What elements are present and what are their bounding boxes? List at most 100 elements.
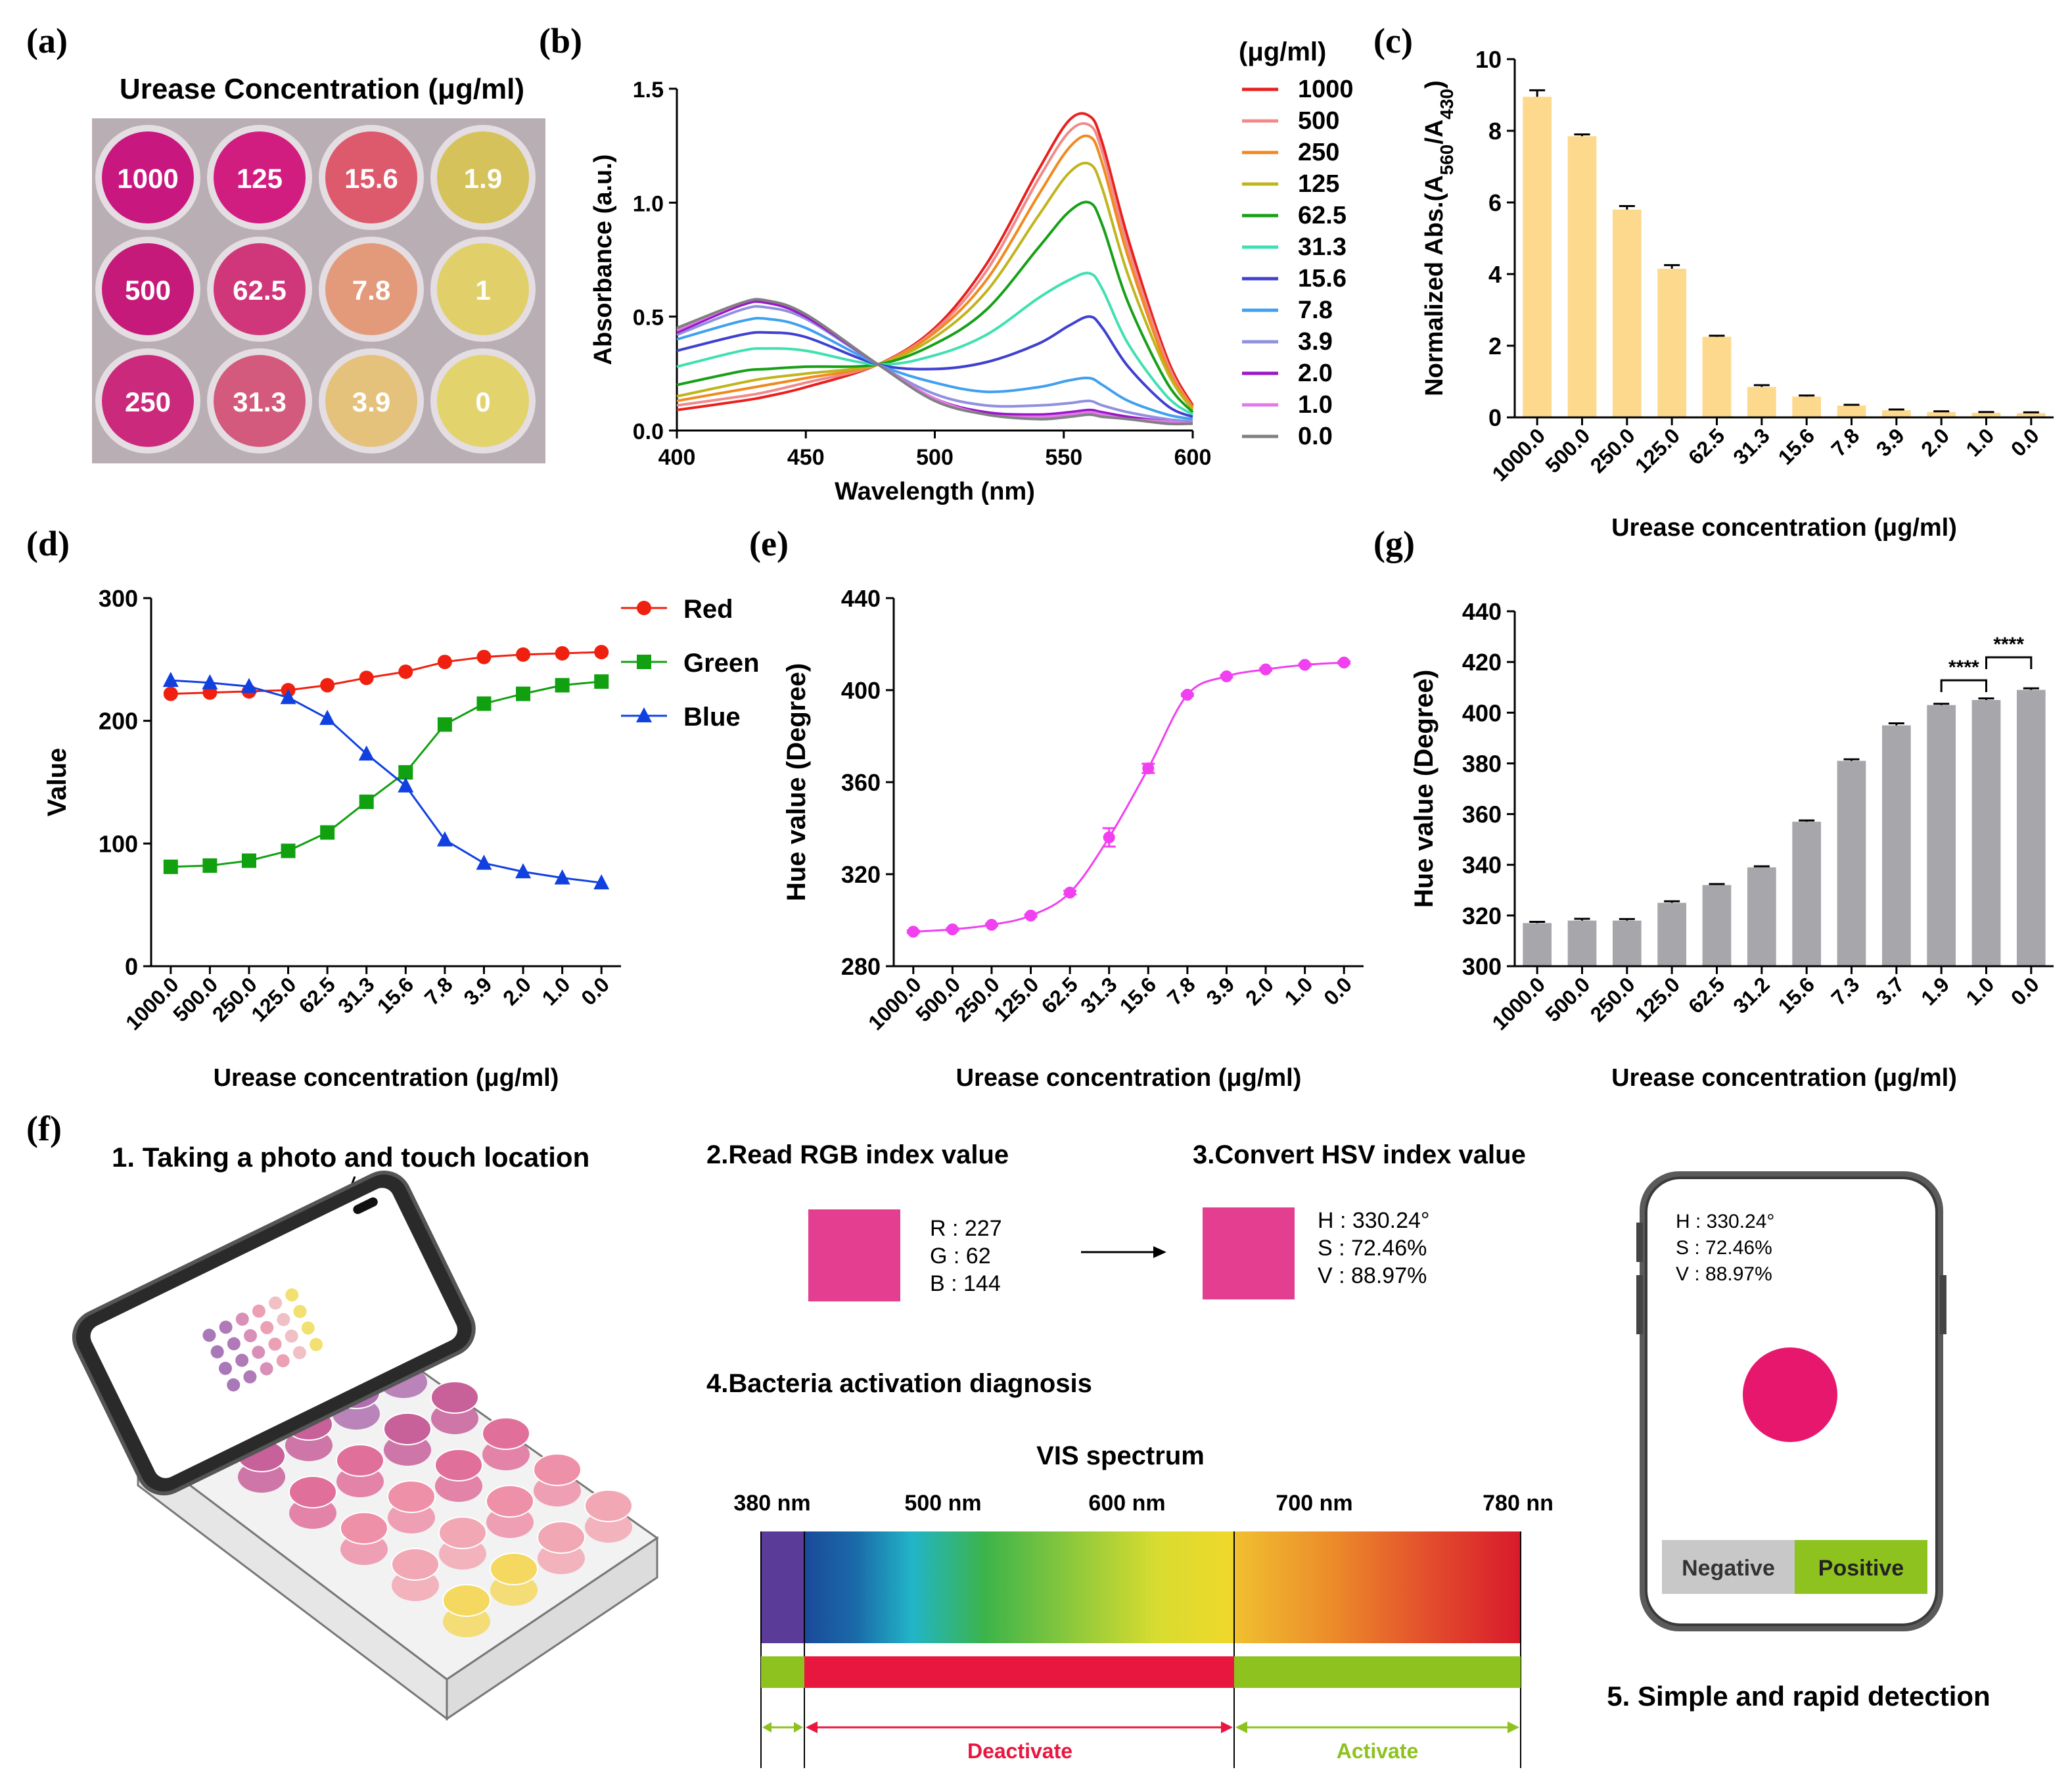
plate-well-top — [336, 1444, 384, 1477]
bar — [2016, 413, 2046, 417]
marker-red — [398, 665, 413, 679]
marker-red — [555, 646, 570, 661]
x-tick-label: 0.0 — [576, 972, 614, 1010]
series-line-3.9 — [676, 305, 1193, 423]
x-tick-label: 0.0 — [1319, 972, 1356, 1010]
y-tick-label: 0.5 — [633, 306, 664, 331]
negative-button[interactable] — [1662, 1540, 1795, 1594]
spectrum-tick-780: 780 nn — [1483, 1491, 1554, 1516]
x-tick-label: 500.0 — [911, 972, 965, 1026]
positive-label: Positive — [1818, 1556, 1904, 1581]
well-label: 7.8 — [352, 275, 390, 306]
legend-label: 62.5 — [1298, 202, 1347, 229]
rgb-g: G : 62 — [930, 1244, 991, 1269]
phone-well-dot — [260, 1362, 273, 1376]
x-tick-label: 1.9 — [1916, 972, 1954, 1010]
legend-marker — [636, 707, 652, 722]
marker-red — [437, 655, 452, 670]
hue-point — [1103, 831, 1115, 843]
x-tick-label: 15.6 — [1774, 423, 1819, 469]
phone-well-dot — [252, 1345, 265, 1359]
y-tick-label: 320 — [841, 861, 881, 888]
x-tick-label: 62.5 — [294, 972, 340, 1017]
panel-letter-f: (f) — [26, 1109, 62, 1148]
phone-well-dot — [244, 1329, 258, 1343]
hue-point — [1181, 689, 1193, 701]
x-axis-title: Urease concentration (μg/ml) — [956, 1064, 1302, 1092]
bar — [1747, 867, 1776, 966]
hsv-swatch — [1203, 1207, 1295, 1299]
significance-bracket — [1940, 679, 1987, 692]
well — [214, 243, 306, 335]
x-tick-label: 3.9 — [1872, 423, 1909, 461]
y-axis-title-part: 430 — [1437, 89, 1457, 120]
bar — [1837, 760, 1866, 966]
well — [325, 131, 417, 223]
x-tick-label: 500.0 — [168, 972, 222, 1026]
marker-blue — [358, 745, 375, 761]
x-tick-label: 0.0 — [2006, 423, 2044, 461]
x-tick-label: 250.0 — [1586, 972, 1640, 1026]
x-tick-label: 550 — [1045, 445, 1082, 470]
legend-label: Green — [683, 649, 760, 678]
y-tick-label: 10 — [1475, 46, 1502, 73]
bar — [1927, 411, 1956, 417]
well — [102, 131, 194, 223]
bar — [1837, 406, 1866, 417]
x-tick-label: 7.8 — [420, 972, 457, 1010]
hue-point — [946, 923, 959, 935]
plate-well-top — [584, 1489, 633, 1522]
bar — [1523, 97, 1552, 417]
marker-green — [202, 858, 218, 873]
series-line-500 — [676, 122, 1194, 409]
y-axis-title-part: /A — [1421, 120, 1448, 145]
hue-point — [1260, 663, 1272, 676]
y-tick-label: 400 — [841, 677, 881, 704]
plate-well-top — [288, 1476, 337, 1508]
well-label: 1 — [475, 275, 490, 306]
legend-label: 0.0 — [1298, 423, 1333, 450]
marker-green — [163, 859, 178, 874]
marker-red — [516, 647, 531, 662]
marker-red — [163, 686, 178, 701]
spectrum-tick-500: 500 nm — [904, 1491, 981, 1516]
phone-well-dot — [227, 1378, 241, 1392]
absorbance-spectrum-chart: 400 450 500 550 600 0.0 0.5 1.0 1.5 Wavelength (n… — [589, 37, 1354, 505]
hue-point — [1338, 657, 1350, 668]
bar — [1881, 410, 1911, 417]
well-label: 3.9 — [352, 386, 390, 417]
x-tick-label: 500 — [916, 445, 954, 470]
x-tick-label: 15.6 — [1115, 972, 1161, 1017]
panel-letter-d: (d) — [26, 524, 70, 563]
y-tick-label: 0 — [1488, 404, 1502, 431]
legend-label: 3.9 — [1298, 328, 1333, 356]
y-tick-label: 0.0 — [633, 419, 664, 444]
marker-blue — [554, 869, 570, 885]
panel-letter-a: (a) — [26, 21, 68, 60]
y-tick-label: 1.0 — [633, 191, 664, 216]
series-line-31.3 — [676, 271, 1194, 416]
bar — [2016, 689, 2046, 966]
significance-label: **** — [1948, 657, 1979, 678]
x-tick-label: 1.0 — [1962, 423, 1999, 461]
marker-green — [320, 825, 335, 840]
x-tick-label: 250.0 — [1586, 423, 1640, 477]
x-tick-label: 62.5 — [1684, 972, 1729, 1017]
x-tick-label: 0.0 — [2006, 972, 2044, 1010]
phone-well-dot — [210, 1345, 224, 1359]
hue-line — [913, 661, 1345, 933]
hsv-v: V : 88.97% — [1318, 1263, 1427, 1288]
phone-well-dot — [285, 1288, 299, 1302]
y-tick-label: 0 — [125, 953, 138, 980]
marker-blue — [162, 672, 179, 688]
positive-button[interactable] — [1795, 1540, 1927, 1594]
x-tick-label: 1.0 — [1962, 972, 1999, 1010]
marker-green — [476, 696, 492, 711]
legend-label: 125 — [1298, 170, 1339, 198]
y-tick-label: 4 — [1488, 261, 1502, 288]
legend-label: Red — [683, 595, 733, 624]
well-label: 15.6 — [344, 163, 398, 194]
marker-blue — [398, 777, 414, 793]
x-tick-label: 600 — [1174, 445, 1212, 470]
well-label: 125 — [237, 163, 283, 194]
